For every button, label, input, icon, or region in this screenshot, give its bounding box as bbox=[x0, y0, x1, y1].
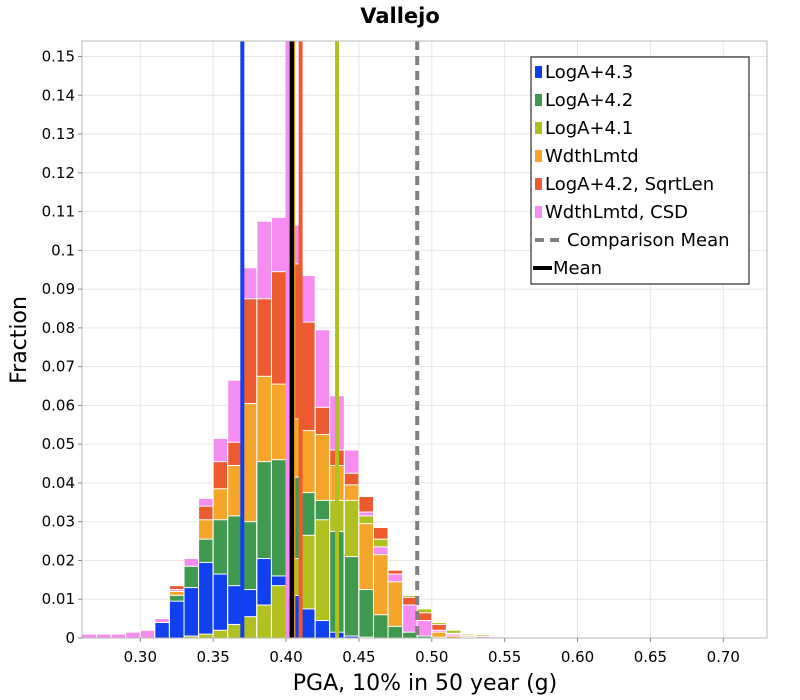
y-tick-label-3: 0.03 bbox=[42, 513, 75, 531]
x-tick-label-2: 0.40 bbox=[269, 648, 302, 666]
bar-0-8 bbox=[198, 561, 214, 639]
bar-5-4 bbox=[139, 629, 156, 639]
x-tick-label-7: 0.65 bbox=[634, 648, 667, 666]
bar-0-15 bbox=[300, 608, 316, 639]
bar-5-3 bbox=[125, 631, 141, 639]
chart-title: Vallejo bbox=[360, 4, 440, 28]
y-tick-label-7: 0.07 bbox=[42, 358, 75, 376]
legend-swatch-1 bbox=[535, 94, 542, 106]
y-tick-label-15: 0.15 bbox=[42, 48, 75, 66]
legend-swatch-2 bbox=[535, 122, 542, 134]
bar-2-12 bbox=[256, 604, 272, 639]
y-tick-label-13: 0.13 bbox=[42, 125, 75, 143]
y-tick-label-12: 0.12 bbox=[42, 164, 75, 182]
y-tick-label-11: 0.11 bbox=[42, 203, 75, 221]
legend-box bbox=[530, 56, 750, 285]
bar-1-19 bbox=[358, 589, 374, 639]
bar-5-2 bbox=[110, 633, 127, 639]
x-axis-ticks: 0.30 0.35 0.40 0.45 0.50 0.55 0.60 0.65 0.70 bbox=[124, 638, 740, 666]
x-tick-label-3: 0.45 bbox=[342, 648, 375, 666]
bar-5-23 bbox=[416, 620, 433, 639]
y-axis-ticks: 0 0.01 0.02 0.03 0.04 0.05 0.06 0.07 0.08 0.09 0.1… bbox=[42, 48, 82, 647]
legend-label-1: LogA+4.2 bbox=[545, 90, 633, 111]
y-tick-label-4: 0.04 bbox=[42, 474, 75, 492]
legend-label-2: LogA+4.1 bbox=[545, 118, 633, 139]
y-tick-label-14: 0.14 bbox=[42, 86, 75, 104]
x-axis-label: PGA, 10% in 50 year (g) bbox=[293, 671, 557, 696]
bar-2-13 bbox=[270, 585, 287, 639]
bar-2-10 bbox=[227, 623, 243, 639]
legend-swatch-5 bbox=[535, 206, 542, 218]
bar-2-8 bbox=[198, 633, 214, 639]
legend-label-5: WdthLmtd, CSD bbox=[545, 202, 688, 223]
x-tick-label-1: 0.35 bbox=[196, 648, 229, 666]
y-axis-label: Fraction bbox=[7, 296, 32, 384]
bar-0-5 bbox=[154, 621, 170, 639]
legend-label-0: LogA+4.3 bbox=[545, 62, 633, 83]
y-tick-label-0: 0 bbox=[65, 629, 75, 647]
bar-1-21 bbox=[387, 625, 404, 639]
x-tick-label-5: 0.55 bbox=[488, 648, 521, 666]
y-tick-label-1: 0.01 bbox=[42, 590, 75, 608]
legend-swatch-0 bbox=[535, 66, 542, 78]
x-tick-label-8: 0.70 bbox=[707, 648, 740, 666]
legend-label-4: LogA+4.2, SqrtLen bbox=[545, 174, 714, 195]
x-tick-label-4: 0.50 bbox=[415, 648, 448, 666]
bar-5-0 bbox=[81, 633, 98, 639]
bar-5-1 bbox=[96, 633, 112, 639]
legend-label-7: Mean bbox=[553, 258, 602, 279]
y-tick-label-5: 0.05 bbox=[42, 435, 75, 453]
bar-1-22 bbox=[402, 631, 418, 639]
mean-lines bbox=[240, 41, 420, 638]
plot-frame bbox=[81, 40, 768, 639]
bar-2-9 bbox=[212, 629, 229, 639]
legend-swatch-3 bbox=[535, 150, 542, 162]
y-tick-label-2: 0.02 bbox=[42, 551, 75, 569]
bar-0-9 bbox=[212, 573, 229, 639]
legend: LogA+4.3 LogA+4.2 LogA+4.1 WdthLmtd LogA+4.2… bbox=[530, 56, 750, 285]
bar-2-11 bbox=[241, 616, 258, 639]
legend-swatch-4 bbox=[535, 178, 542, 190]
legend-label-3: WdthLmtd bbox=[545, 146, 639, 167]
y-tick-label-9: 0.09 bbox=[42, 280, 75, 298]
bar-0-16 bbox=[314, 620, 331, 639]
legend-label-6: Comparison Mean bbox=[567, 230, 730, 251]
y-tick-label-10: 0.1 bbox=[51, 241, 75, 259]
y-tick-label-8: 0.08 bbox=[42, 319, 75, 337]
bar-1-20 bbox=[372, 614, 389, 639]
x-tick-label-6: 0.60 bbox=[561, 648, 594, 666]
y-tick-label-6: 0.06 bbox=[42, 396, 75, 414]
bar-0-7 bbox=[183, 587, 200, 639]
bar-0-6 bbox=[168, 600, 185, 639]
x-tick-label-0: 0.30 bbox=[124, 648, 157, 666]
bar-1-18 bbox=[343, 556, 360, 639]
histogram-bars bbox=[81, 216, 549, 639]
